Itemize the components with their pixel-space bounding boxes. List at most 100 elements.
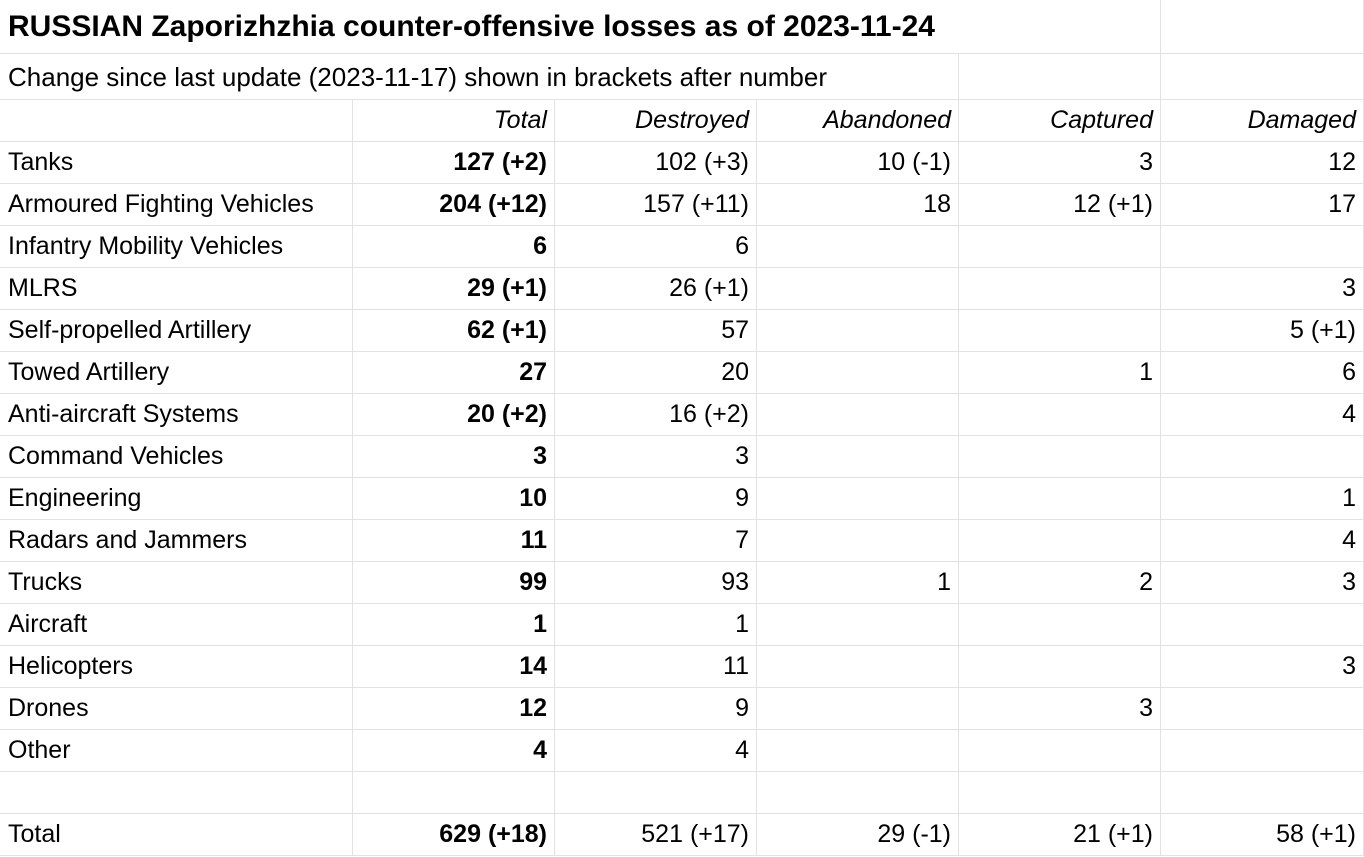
column-header: Captured — [959, 100, 1161, 142]
cell: 102 (+3) — [555, 142, 757, 184]
cell: 3 — [959, 688, 1161, 730]
cell: 1 — [757, 562, 959, 604]
cell — [757, 394, 959, 436]
cell: 9 — [555, 478, 757, 520]
cell — [959, 226, 1161, 268]
row-label: Drones — [0, 688, 353, 730]
empty-cell — [0, 772, 353, 814]
row-label: Infantry Mobility Vehicles — [0, 226, 353, 268]
cell — [757, 268, 959, 310]
cell — [959, 646, 1161, 688]
cell: 9 — [555, 688, 757, 730]
row-label: MLRS — [0, 268, 353, 310]
cell: 3 — [1161, 268, 1364, 310]
cell: 4 — [555, 730, 757, 772]
cell: 57 — [555, 310, 757, 352]
cell: 3 — [1161, 562, 1364, 604]
row-label: Other — [0, 730, 353, 772]
cell: 29 (+1) — [353, 268, 555, 310]
title: RUSSIAN Zaporizhzhia counter-offensive l… — [0, 0, 1161, 54]
empty-cell — [757, 772, 959, 814]
cell: 629 (+18) — [353, 814, 555, 856]
cell — [757, 352, 959, 394]
cell — [959, 268, 1161, 310]
cell: 6 — [555, 226, 757, 268]
cell: 16 (+2) — [555, 394, 757, 436]
cell: 2 — [959, 562, 1161, 604]
cell: 3 — [555, 436, 757, 478]
column-header: Damaged — [1161, 100, 1364, 142]
cell: 3 — [353, 436, 555, 478]
cell: 20 (+2) — [353, 394, 555, 436]
cell: 1 — [353, 604, 555, 646]
row-label: Total — [0, 814, 353, 856]
cell: 11 — [555, 646, 757, 688]
cell: 20 — [555, 352, 757, 394]
cell: 26 (+1) — [555, 268, 757, 310]
cell: 21 (+1) — [959, 814, 1161, 856]
row-label: Armoured Fighting Vehicles — [0, 184, 353, 226]
cell: 12 — [1161, 142, 1364, 184]
cell — [1161, 688, 1364, 730]
empty-cell — [959, 54, 1161, 100]
empty-cell — [1161, 54, 1364, 100]
cell: 93 — [555, 562, 757, 604]
cell: 62 (+1) — [353, 310, 555, 352]
cell: 99 — [353, 562, 555, 604]
cell — [757, 478, 959, 520]
cell: 1 — [959, 352, 1161, 394]
cell: 6 — [1161, 352, 1364, 394]
cell: 1 — [555, 604, 757, 646]
cell: 127 (+2) — [353, 142, 555, 184]
cell — [959, 604, 1161, 646]
cell: 4 — [1161, 520, 1364, 562]
cell: 17 — [1161, 184, 1364, 226]
column-header: Abandoned — [757, 100, 959, 142]
cell: 4 — [1161, 394, 1364, 436]
cell — [959, 310, 1161, 352]
empty-cell — [555, 772, 757, 814]
cell: 3 — [1161, 646, 1364, 688]
cell — [757, 520, 959, 562]
cell — [757, 436, 959, 478]
empty-cell — [959, 772, 1161, 814]
cell: 10 — [353, 478, 555, 520]
row-label: Command Vehicles — [0, 436, 353, 478]
column-header: Total — [353, 100, 555, 142]
cell: 7 — [555, 520, 757, 562]
cell — [959, 478, 1161, 520]
row-label: Helicopters — [0, 646, 353, 688]
row-label: Aircraft — [0, 604, 353, 646]
cell — [1161, 436, 1364, 478]
cell: 521 (+17) — [555, 814, 757, 856]
cell — [1161, 730, 1364, 772]
row-label: Engineering — [0, 478, 353, 520]
cell: 58 (+1) — [1161, 814, 1364, 856]
row-label: Towed Artillery — [0, 352, 353, 394]
subtitle: Change since last update (2023-11-17) sh… — [0, 54, 959, 100]
cell: 18 — [757, 184, 959, 226]
cell: 4 — [353, 730, 555, 772]
cell — [959, 394, 1161, 436]
cell: 1 — [1161, 478, 1364, 520]
row-label: Radars and Jammers — [0, 520, 353, 562]
cell: 12 (+1) — [959, 184, 1161, 226]
cell — [757, 730, 959, 772]
cell: 29 (-1) — [757, 814, 959, 856]
cell: 12 — [353, 688, 555, 730]
cell — [959, 730, 1161, 772]
cell — [1161, 226, 1364, 268]
cell: 5 (+1) — [1161, 310, 1364, 352]
column-header: Destroyed — [555, 100, 757, 142]
row-label: Anti-aircraft Systems — [0, 394, 353, 436]
cell: 27 — [353, 352, 555, 394]
cell: 10 (-1) — [757, 142, 959, 184]
cell — [757, 646, 959, 688]
cell — [959, 520, 1161, 562]
cell — [757, 688, 959, 730]
cell — [1161, 604, 1364, 646]
row-label: Self-propelled Artillery — [0, 310, 353, 352]
cell: 157 (+11) — [555, 184, 757, 226]
empty-cell — [0, 100, 353, 142]
